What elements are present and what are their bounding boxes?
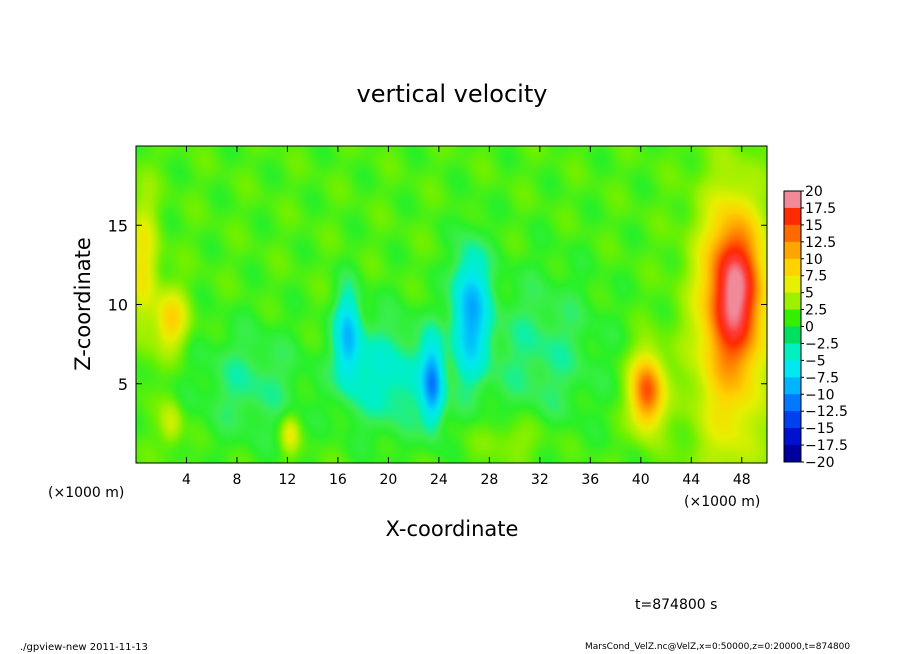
colorbar-label: −2.5	[805, 336, 839, 352]
colorbar-label: 2.5	[805, 303, 827, 319]
colorbar-label: −12.5	[805, 404, 848, 420]
x-tick-label: 8	[232, 472, 241, 488]
colorbar-label: 12.5	[805, 235, 836, 251]
colorbar-label: 10	[805, 252, 823, 268]
x-tick-label: 16	[329, 472, 347, 488]
y-axis: 5 10 15	[108, 216, 767, 394]
footer-right: MarsCond_VelZ.nc@VelZ,x=0:50000,z=0:2000…	[585, 642, 851, 652]
colorbar-swatch	[784, 191, 801, 209]
x-tick-label: 20	[379, 472, 397, 488]
x-tick-label: 4	[182, 472, 191, 488]
y-tick-label: 5	[118, 375, 128, 394]
colorbar-label: −15	[805, 421, 835, 437]
colorbar-swatch	[784, 394, 801, 412]
y-tick-label: 10	[108, 296, 128, 315]
colorbar-swatch	[784, 445, 801, 463]
time-label: t=874800 s	[635, 597, 717, 613]
colorbar-swatch	[784, 275, 801, 294]
colorbar-label: −7.5	[805, 370, 839, 386]
colorbar-swatch	[784, 360, 801, 378]
colorbar-swatch	[784, 258, 801, 277]
colorbar-swatch	[784, 326, 801, 344]
y-axis-title: Z-coordinate	[71, 237, 95, 371]
colorbar-swatch	[784, 292, 801, 311]
colorbar-label: −17.5	[805, 438, 848, 454]
colorbar-label: −5	[805, 353, 826, 369]
x-axis: 4 8 12 16 20 24 28 32 36 40 44 48	[182, 146, 751, 488]
colorbar-swatch	[784, 207, 801, 226]
colorbar-label: 20	[805, 184, 823, 200]
colorbar-swatch	[784, 428, 801, 446]
colorbar-label: 17.5	[805, 201, 836, 217]
x-unit-label-left: (×1000 m)	[48, 485, 124, 501]
x-tick-label: 32	[531, 472, 549, 488]
x-unit-label-right: (×1000 m)	[684, 494, 760, 510]
colorbar-label: 7.5	[805, 269, 827, 285]
colorbar-swatch	[784, 377, 801, 395]
colorbar-swatch	[784, 309, 801, 327]
x-tick-label: 36	[581, 472, 599, 488]
colorbar-label: 0	[805, 320, 814, 336]
colorbar-swatch	[784, 411, 801, 429]
x-tick-label: 28	[480, 472, 498, 488]
colorbar-label: −20	[805, 455, 835, 471]
x-tick-label: 40	[632, 472, 650, 488]
y-tick-label: 15	[108, 216, 128, 235]
colorbar-label: −10	[805, 387, 835, 403]
colorbar-swatch	[784, 241, 801, 260]
footer-left: ./gpview-new 2011-11-13	[20, 642, 148, 653]
colorbar-label: 5	[805, 286, 814, 302]
x-tick-label: 48	[733, 472, 751, 488]
heatmap-image	[136, 146, 767, 463]
chart-title: vertical velocity	[357, 80, 548, 108]
heatmap-plot-area	[135, 145, 768, 464]
x-tick-label: 12	[279, 472, 297, 488]
colorbar: 2017.51512.5107.552.50−2.5−5−7.5−10−12.5…	[783, 184, 848, 471]
x-axis-title: X-coordinate	[386, 517, 519, 541]
colorbar-swatch	[784, 343, 801, 361]
colorbar-label: 15	[805, 218, 823, 234]
colorbar-swatch	[784, 224, 801, 243]
x-tick-label: 44	[682, 472, 700, 488]
x-tick-label: 24	[430, 472, 448, 488]
